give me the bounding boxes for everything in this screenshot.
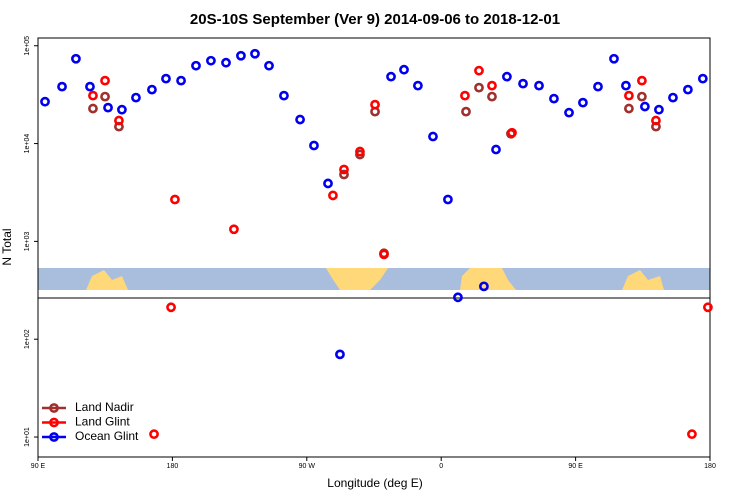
legend-label: Land Nadir [75, 400, 134, 414]
x-tick-label: 180 [704, 463, 716, 470]
point [624, 103, 634, 114]
point [639, 101, 650, 112]
point [339, 164, 349, 175]
point [339, 169, 349, 180]
point [460, 90, 470, 101]
y-axis-label: N Total [0, 228, 14, 265]
legend-marker [49, 417, 59, 428]
point [114, 115, 124, 126]
point [147, 84, 157, 95]
point [474, 65, 484, 76]
legend-label: Land Glint [75, 415, 130, 429]
point [323, 178, 333, 189]
point [57, 81, 67, 92]
point [687, 429, 697, 440]
point [491, 144, 501, 155]
point [624, 90, 634, 101]
point [40, 96, 50, 107]
point [370, 99, 380, 110]
point [335, 349, 345, 360]
x-tick-label: 90 E [31, 463, 46, 470]
point [100, 91, 110, 102]
x-tick-label: 90 E [568, 463, 583, 470]
plot-frame [37, 37, 711, 458]
x-tick-label: 180 [167, 463, 179, 470]
point [549, 93, 559, 104]
point [637, 75, 647, 86]
point [236, 50, 246, 61]
point [161, 73, 171, 84]
point [206, 55, 216, 66]
point [309, 140, 319, 151]
point [149, 429, 159, 440]
y-tick-label: 1e+04 [24, 134, 31, 154]
point [131, 92, 141, 103]
point [654, 104, 664, 115]
point [487, 91, 497, 102]
point [264, 60, 274, 71]
point [413, 80, 423, 91]
point [71, 53, 81, 64]
point [682, 84, 693, 95]
point [534, 80, 544, 91]
legend-marker [49, 403, 59, 413]
point [609, 53, 619, 64]
point [637, 91, 647, 102]
point [453, 292, 463, 303]
point [443, 194, 453, 205]
point [170, 194, 180, 205]
y-tick-label: 1e+03 [24, 231, 31, 251]
chart-title: 20S-10S September (Ver 9) 2014-09-06 to … [190, 11, 560, 28]
legend-label: Ocean Glint [75, 429, 139, 443]
point [668, 92, 678, 103]
point [518, 78, 528, 89]
point [461, 106, 471, 117]
x-tick-label: 90 W [299, 463, 316, 470]
point [250, 48, 260, 59]
point [88, 90, 98, 101]
map-strip [38, 268, 710, 290]
y-tick-label: 1e+02 [24, 329, 31, 349]
x-axis-label: Longitude (deg E) [327, 476, 422, 490]
point [379, 249, 389, 260]
point [279, 90, 289, 101]
point [578, 97, 588, 108]
point [100, 75, 110, 86]
point [487, 80, 497, 91]
point [386, 71, 396, 82]
point [355, 146, 365, 157]
point [399, 64, 409, 75]
point [428, 131, 438, 142]
point [117, 104, 127, 115]
point [593, 81, 603, 92]
point [697, 73, 708, 84]
point [564, 107, 574, 118]
point [651, 115, 661, 126]
point [479, 281, 489, 292]
legend-marker [49, 432, 59, 442]
point [166, 302, 176, 313]
point [502, 71, 512, 82]
point [176, 75, 186, 86]
point [103, 102, 113, 113]
point [703, 302, 713, 313]
point [85, 81, 95, 92]
point [229, 224, 239, 235]
point [474, 82, 484, 93]
point [221, 57, 231, 68]
x-tick-label: 0 [439, 463, 443, 470]
point [88, 103, 98, 114]
y-tick-label: 1e+01 [24, 427, 31, 447]
point [507, 127, 517, 138]
point [328, 190, 338, 201]
point [621, 80, 631, 91]
point [295, 114, 305, 125]
y-tick-label: 1e+05 [24, 36, 31, 56]
point [191, 60, 201, 71]
